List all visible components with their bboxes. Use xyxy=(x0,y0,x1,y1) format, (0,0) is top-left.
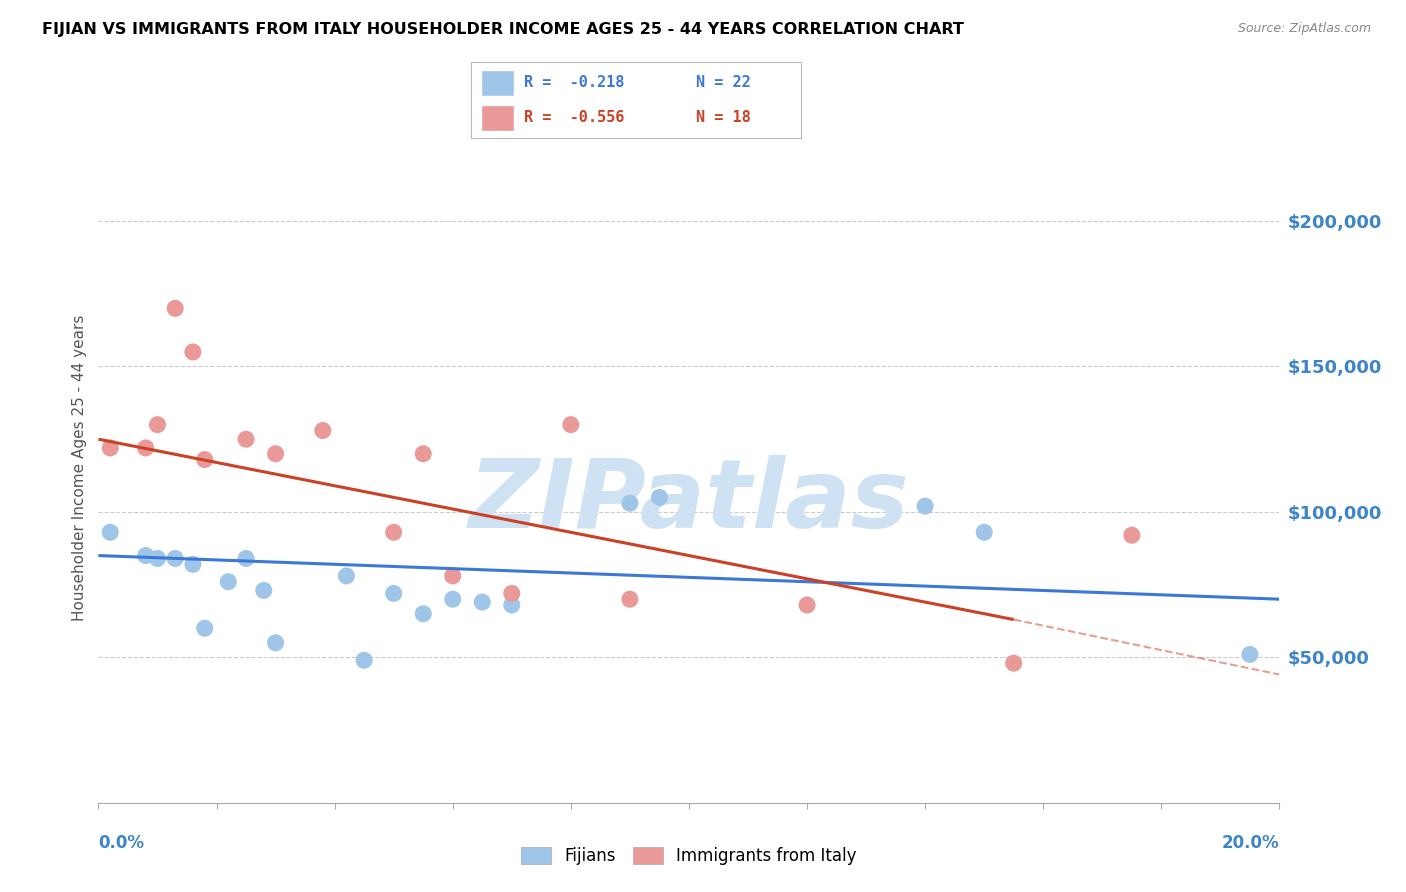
Point xyxy=(501,598,523,612)
Point xyxy=(146,551,169,566)
Legend: Fijians, Immigrants from Italy: Fijians, Immigrants from Italy xyxy=(515,840,863,871)
Point xyxy=(353,653,375,667)
Point xyxy=(253,583,276,598)
Point xyxy=(441,569,464,583)
Point xyxy=(165,551,187,566)
Text: N = 18: N = 18 xyxy=(696,111,751,125)
Point xyxy=(648,491,671,505)
Point xyxy=(619,496,641,510)
Text: 0.0%: 0.0% xyxy=(98,834,145,852)
Point xyxy=(217,574,239,589)
Point xyxy=(1002,656,1025,670)
Point xyxy=(181,345,204,359)
Point xyxy=(973,525,995,540)
Point xyxy=(382,525,405,540)
Point xyxy=(796,598,818,612)
Point xyxy=(335,569,357,583)
Point xyxy=(194,621,217,635)
Point xyxy=(1239,648,1261,662)
Point xyxy=(165,301,187,316)
Point xyxy=(1121,528,1143,542)
Point xyxy=(98,441,121,455)
Point xyxy=(264,447,287,461)
Point xyxy=(194,452,217,467)
Text: R =  -0.218: R = -0.218 xyxy=(524,76,624,90)
Point xyxy=(235,551,257,566)
Point xyxy=(264,636,287,650)
Point xyxy=(501,586,523,600)
FancyBboxPatch shape xyxy=(481,105,515,130)
Point xyxy=(312,424,335,438)
Text: 20.0%: 20.0% xyxy=(1222,834,1279,852)
Text: Source: ZipAtlas.com: Source: ZipAtlas.com xyxy=(1237,22,1371,36)
Text: N = 22: N = 22 xyxy=(696,76,751,90)
FancyBboxPatch shape xyxy=(481,70,515,95)
Text: R =  -0.556: R = -0.556 xyxy=(524,111,624,125)
Point xyxy=(98,525,121,540)
Point xyxy=(235,432,257,446)
Point xyxy=(181,558,204,572)
Point xyxy=(471,595,494,609)
Point xyxy=(146,417,169,432)
Point xyxy=(560,417,582,432)
Text: ZIPatlas: ZIPatlas xyxy=(468,455,910,549)
Point xyxy=(441,592,464,607)
Y-axis label: Householder Income Ages 25 - 44 years: Householder Income Ages 25 - 44 years xyxy=(72,315,87,622)
Point xyxy=(619,592,641,607)
Text: FIJIAN VS IMMIGRANTS FROM ITALY HOUSEHOLDER INCOME AGES 25 - 44 YEARS CORRELATIO: FIJIAN VS IMMIGRANTS FROM ITALY HOUSEHOL… xyxy=(42,22,965,37)
Point xyxy=(412,447,434,461)
Point xyxy=(135,549,157,563)
Point xyxy=(382,586,405,600)
Point xyxy=(412,607,434,621)
Point xyxy=(135,441,157,455)
Point xyxy=(914,499,936,513)
